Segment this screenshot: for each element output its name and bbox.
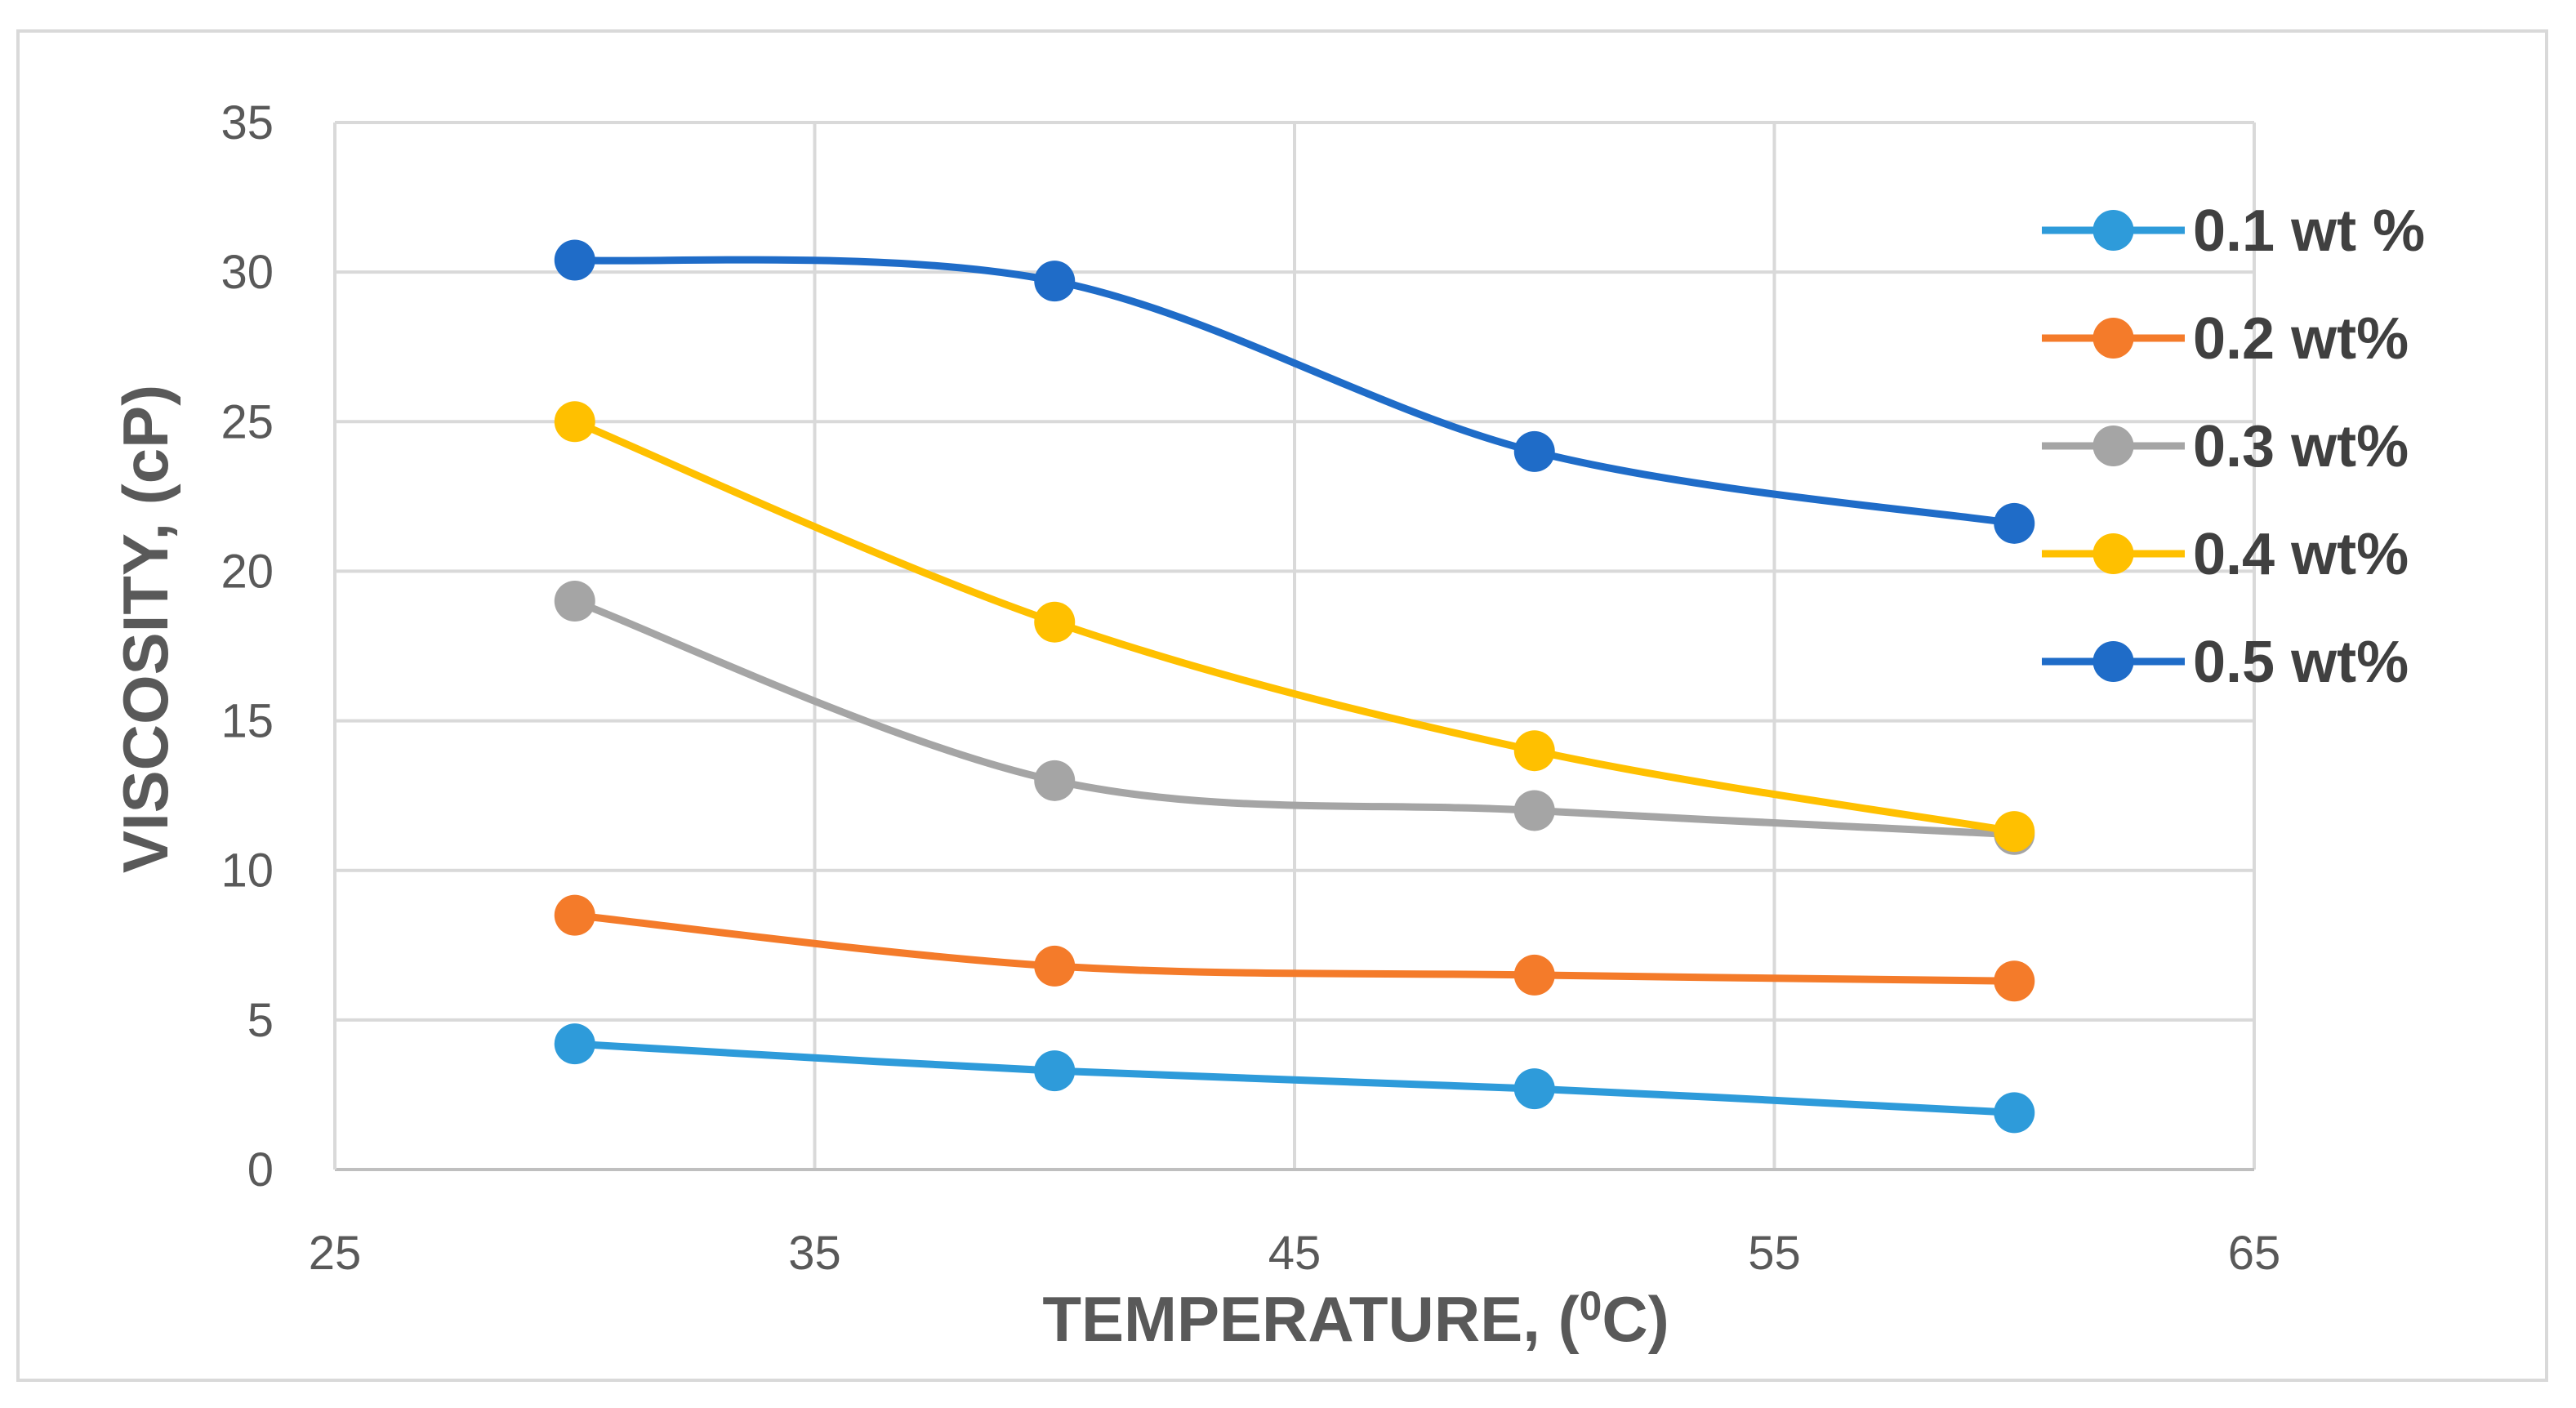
axes [333, 123, 2254, 1171]
y-axis-title: VISCOSITY, (cP) [109, 385, 181, 873]
legend-item: 0.4 wt% [2042, 522, 2409, 587]
data-point [1513, 954, 1555, 996]
series-line [571, 1040, 2018, 1116]
series-line [571, 911, 2018, 985]
data-point [1994, 811, 2035, 853]
data-point [554, 239, 595, 281]
x-tick-label: 55 [1748, 1227, 1801, 1280]
series-1 [554, 1023, 2035, 1134]
x-tick-label: 65 [2228, 1227, 2281, 1280]
grid-lines [335, 121, 2256, 1170]
x-tick-label: 25 [309, 1227, 362, 1280]
x-tick-label: 35 [788, 1227, 841, 1280]
y-tick-label: 0 [247, 1143, 274, 1196]
tick-labels: 0 5 10 15 20 25 30 35 25 35 45 55 65 [221, 96, 2280, 1280]
y-tick-label: 10 [221, 844, 274, 898]
data-point [1034, 261, 1076, 302]
y-tick-label: 25 [221, 395, 274, 448]
y-tick-label: 15 [221, 695, 274, 748]
legend-swatch-marker [2092, 426, 2134, 466]
legend-item: 0.5 wt% [2042, 630, 2409, 695]
data-point [1994, 1092, 2035, 1134]
data-point [554, 1023, 595, 1065]
x-axis-title-main: TEMPERATURE, ( [1042, 1283, 1579, 1355]
data-point [1034, 601, 1076, 643]
legend-swatch-marker [2092, 210, 2134, 251]
legend-label: 0.1 wt % [2193, 198, 2425, 264]
x-tick-label: 45 [1268, 1227, 1321, 1280]
y-tick-label: 20 [221, 545, 274, 598]
legend-item: 0.3 wt% [2042, 414, 2409, 479]
legend: 0.1 wt % 0.2 wt% 0.3 wt% 0.4 wt% 0.5 wt% [2042, 198, 2425, 695]
data-point [1034, 760, 1076, 801]
series-line [571, 256, 2018, 528]
series-2 [554, 894, 2035, 1002]
y-tick-label: 5 [247, 994, 274, 1047]
legend-item: 0.1 wt % [2042, 198, 2425, 264]
data-point [1994, 960, 2035, 1002]
y-tick-label: 30 [221, 246, 274, 299]
data-point [1513, 1068, 1555, 1110]
legend-label: 0.3 wt% [2193, 414, 2409, 479]
series-4 [554, 401, 2035, 853]
data-series [554, 239, 2035, 1134]
y-tick-label: 35 [221, 96, 274, 149]
data-point [1034, 1050, 1076, 1092]
x-axis-title-tail: C) [1602, 1283, 1669, 1355]
data-point [554, 581, 595, 622]
data-point [554, 401, 595, 443]
data-point [1034, 945, 1076, 987]
data-point [1513, 430, 1555, 472]
data-point [1513, 730, 1555, 772]
legend-label: 0.4 wt% [2193, 522, 2409, 587]
series-line [571, 417, 2018, 835]
data-point [1513, 790, 1555, 831]
series-line [571, 597, 2018, 839]
series-5 [554, 239, 2035, 544]
legend-swatch-marker [2092, 533, 2134, 574]
legend-swatch-marker [2092, 318, 2134, 359]
data-point [554, 894, 595, 936]
x-axis-title-sup: 0 [1580, 1283, 1602, 1329]
legend-swatch-marker [2092, 641, 2134, 682]
legend-label: 0.5 wt% [2193, 630, 2409, 695]
legend-item: 0.2 wt% [2042, 306, 2409, 372]
data-point [1994, 502, 2035, 544]
legend-label: 0.2 wt% [2193, 306, 2409, 372]
x-axis-title: TEMPERATURE, (0C) [1042, 1283, 1669, 1355]
chart-frame [16, 29, 2548, 1382]
